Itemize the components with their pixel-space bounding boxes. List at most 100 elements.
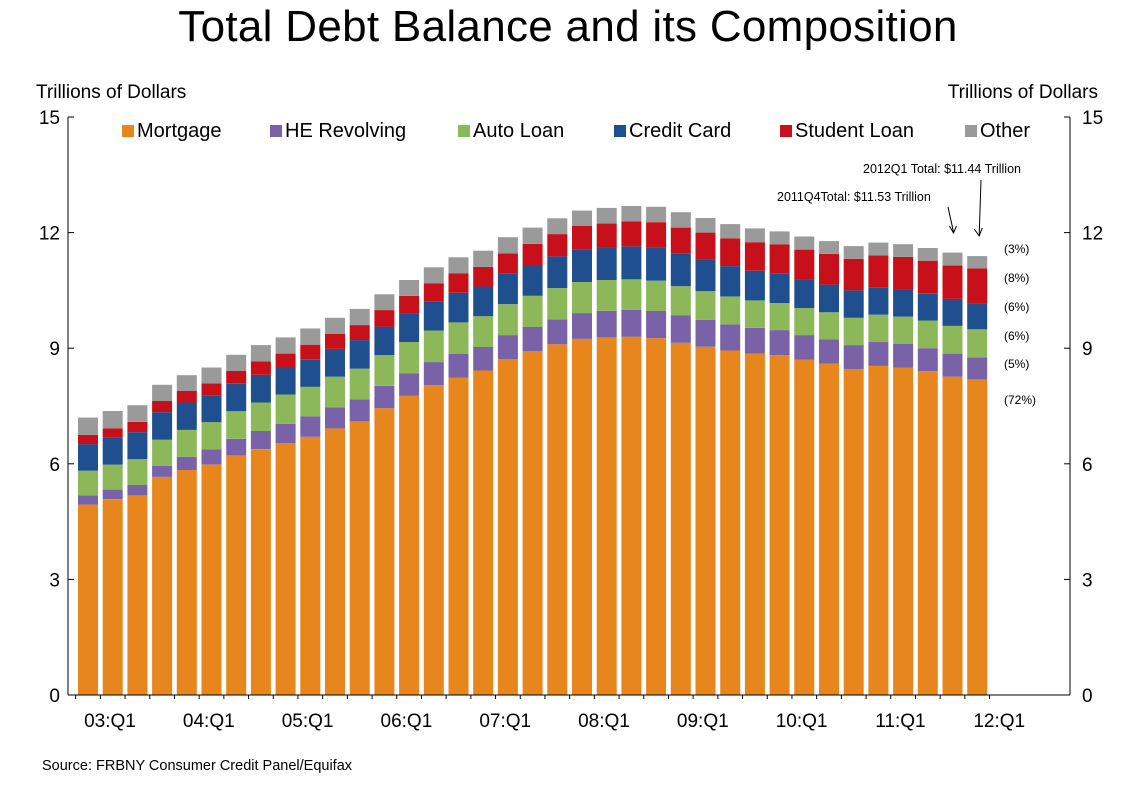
bar-mortgage-2003q2	[102, 499, 123, 695]
bar-other-2007q2	[497, 237, 518, 254]
bar-mortgage-2008q2	[596, 337, 617, 695]
bar-mortgage-2007q4	[547, 344, 568, 695]
chart-title: Total Debt Balance and its Composition	[178, 2, 958, 51]
bar-credit-card-2010q2	[794, 279, 815, 309]
bar-student-loan-2004q2	[201, 383, 222, 396]
bar-he-revolving-2004q3	[226, 438, 247, 456]
bar-mortgage-2011q3	[917, 371, 938, 695]
bar-mortgage-2004q3	[226, 455, 247, 695]
bar-other-2009q4	[744, 228, 765, 243]
legend-label-credit-card: Credit Card	[629, 120, 731, 142]
bar-student-loan-2003q1	[78, 434, 98, 445]
bar-mortgage-2008q4	[646, 338, 667, 695]
bar-other-2010q4	[843, 246, 864, 259]
bar-he-revolving-2008q2	[596, 310, 617, 338]
bar-student-loan-2009q3	[720, 238, 741, 267]
bar-he-revolving-2003q4	[152, 465, 173, 477]
bar-other-2003q4	[152, 384, 173, 401]
bar-credit-card-2006q3	[423, 301, 444, 331]
bar-mortgage-2004q2	[201, 464, 222, 695]
bar-student-loan-2011q4	[942, 265, 963, 299]
bar-credit-card-2003q2	[102, 438, 123, 465]
share-label: (6%)	[1004, 329, 1029, 343]
bar-credit-card-2006q2	[399, 313, 420, 342]
bar-he-revolving-2004q4	[250, 431, 271, 450]
bar-other-2005q2	[300, 328, 321, 345]
bar-he-revolving-2012q1	[967, 357, 988, 380]
bar-he-revolving-2009q2	[695, 319, 716, 347]
bar-he-revolving-2008q1	[572, 313, 592, 339]
bar-student-loan-2011q2	[893, 256, 914, 290]
bar-credit-card-2007q4	[547, 256, 568, 289]
bar-auto-loan-2008q2	[596, 280, 617, 311]
y-axis-label-left: Trillions of Dollars	[36, 82, 187, 103]
bar-student-loan-2006q4	[448, 273, 469, 293]
bar-credit-card-2009q3	[720, 266, 741, 297]
bar-auto-loan-2007q3	[522, 295, 543, 327]
bar-mortgage-2009q1	[670, 342, 691, 695]
bar-other-2009q1	[670, 212, 691, 228]
bar-student-loan-2008q3	[621, 221, 642, 247]
bar-other-2004q3	[226, 354, 247, 371]
bar-mortgage-2004q4	[250, 449, 271, 695]
bar-student-loan-2005q3	[325, 333, 345, 349]
bar-credit-card-2009q1	[670, 253, 691, 287]
bar-mortgage-2006q3	[423, 385, 444, 695]
annotation-arrowhead-2011q4	[949, 225, 957, 235]
bar-other-2005q1	[275, 337, 296, 354]
legend-swatch-he-revolving	[270, 125, 282, 137]
legend-swatch-student-loan	[780, 125, 792, 137]
y-tick-label-left: 12	[39, 224, 60, 245]
bar-other-2010q3	[819, 241, 839, 254]
bar-other-2009q2	[695, 218, 716, 233]
bar-other-2007q4	[547, 218, 568, 235]
bar-he-revolving-2011q1	[868, 342, 889, 366]
y-tick-label-left: 9	[49, 339, 60, 360]
bar-he-revolving-2007q3	[522, 327, 543, 352]
share-label: (8%)	[1004, 271, 1029, 285]
bar-auto-loan-2003q3	[127, 459, 148, 485]
bar-student-loan-2005q2	[300, 344, 321, 360]
bar-student-loan-2003q3	[127, 421, 148, 433]
bar-mortgage-2008q3	[621, 336, 642, 695]
bar-mortgage-2005q1	[275, 443, 296, 695]
bar-other-2012q1	[967, 256, 988, 269]
bar-student-loan-2006q2	[399, 295, 420, 314]
bar-mortgage-2006q1	[374, 408, 395, 695]
bar-auto-loan-2003q2	[102, 464, 123, 490]
bar-auto-loan-2007q1	[473, 316, 494, 347]
bar-he-revolving-2003q2	[102, 489, 123, 500]
bar-auto-loan-2011q1	[868, 314, 889, 343]
bar-mortgage-2004q1	[176, 470, 197, 695]
bar-he-revolving-2009q3	[720, 324, 741, 351]
share-label: (6%)	[1004, 300, 1029, 314]
bar-other-2011q4	[942, 252, 963, 266]
bar-auto-loan-2010q3	[819, 312, 839, 340]
bar-auto-loan-2006q1	[374, 355, 395, 386]
bar-credit-card-2009q4	[744, 270, 765, 301]
x-tick-label-06-q1: 06:Q1	[381, 711, 433, 732]
bar-credit-card-2010q3	[819, 284, 839, 313]
bar-he-revolving-2010q1	[769, 330, 790, 356]
y-axis-label-right: Trillions of Dollars	[947, 82, 1098, 103]
bar-other-2009q3	[720, 224, 741, 239]
bar-mortgage-2009q4	[744, 353, 765, 695]
bar-credit-card-2004q1	[176, 402, 197, 430]
bar-student-loan-2011q3	[917, 260, 938, 294]
bar-auto-loan-2006q3	[423, 330, 444, 363]
x-tick-label-08-q1: 08:Q1	[578, 711, 630, 732]
bar-credit-card-2012q1	[967, 303, 988, 330]
bar-credit-card-2005q2	[300, 359, 321, 387]
bar-he-revolving-2008q3	[621, 309, 642, 337]
bar-mortgage-2005q4	[349, 421, 370, 695]
bar-mortgage-2012q1	[967, 379, 988, 695]
bar-auto-loan-2008q3	[621, 279, 642, 310]
bar-mortgage-2005q2	[300, 436, 321, 695]
bar-student-loan-2003q4	[152, 401, 173, 413]
annotation-arrowhead-2012q1	[973, 227, 983, 238]
bar-other-2008q4	[646, 206, 667, 223]
bar-mortgage-2010q3	[819, 363, 839, 695]
bar-student-loan-2010q2	[794, 249, 815, 280]
bar-auto-loan-2005q4	[349, 368, 370, 400]
